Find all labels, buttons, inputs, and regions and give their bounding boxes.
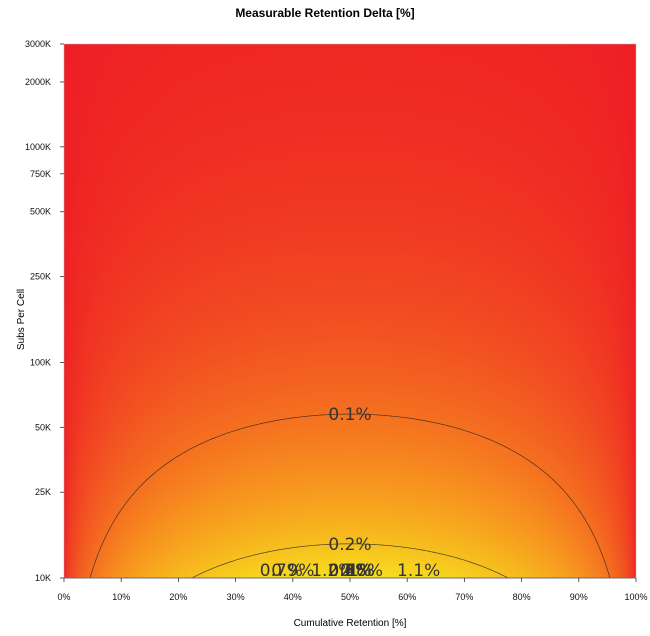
y-tick-label: 250K (30, 272, 51, 282)
chart-title: Measurable Retention Delta [%] (235, 6, 415, 20)
contour-label: 0.2% (328, 535, 371, 555)
x-tick-label: 0% (57, 592, 70, 602)
y-tick-label: 2000K (25, 77, 51, 87)
x-tick-label: 60% (398, 592, 416, 602)
x-tick-label: 50% (341, 592, 359, 602)
contour-label: 1.2% (311, 561, 354, 581)
y-tick-label: 25K (35, 487, 51, 497)
x-tick-label: 30% (227, 592, 245, 602)
x-tick-label: 100% (624, 592, 647, 602)
contour-label: 0.7% (260, 561, 303, 581)
y-tick-label: 500K (30, 207, 51, 217)
contour-label: 0.9% (271, 561, 314, 581)
contour-label: 0.8% (340, 561, 383, 581)
x-tick-label: 10% (112, 592, 130, 602)
y-tick-label: 10K (35, 573, 51, 583)
x-tick-label: 70% (455, 592, 473, 602)
contour-line (64, 413, 636, 579)
contour-label: 0.5% (328, 561, 371, 581)
x-tick-label: 90% (570, 592, 588, 602)
x-tick-label: 40% (284, 592, 302, 602)
contour-label: 1% (348, 561, 375, 581)
y-tick-label: 1000K (25, 142, 51, 152)
y-tick-label: 50K (35, 422, 51, 432)
heatmap-surface (64, 44, 636, 578)
y-tick-label: 100K (30, 357, 51, 367)
x-tick-label: 20% (169, 592, 187, 602)
contour-label: 0.1% (328, 405, 371, 425)
contour-label: 0.3% (328, 561, 371, 581)
contour-label: 0.6% (328, 561, 371, 581)
y-tick-label: 750K (30, 169, 51, 179)
y-axis-label: Subs Per Cell (16, 288, 27, 350)
x-tick-label: 80% (513, 592, 531, 602)
plot-frame (63, 43, 637, 579)
y-tick-label: 3000K (25, 39, 51, 49)
x-axis-label: Cumulative Retention [%] (293, 618, 407, 629)
contour-label: 1.1% (397, 561, 440, 581)
contour-label: 0.4% (328, 561, 371, 581)
